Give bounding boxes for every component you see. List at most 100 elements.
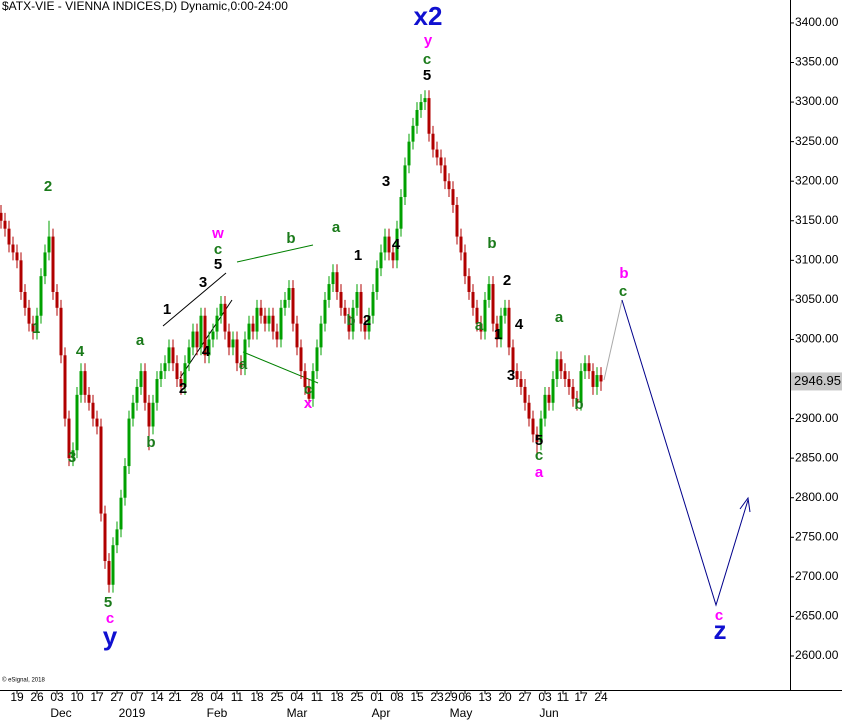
wave-label: b — [346, 312, 355, 329]
x-tick-label: 17 — [574, 690, 588, 704]
copyright: © eSignal, 2018 — [2, 677, 45, 684]
candle-body — [131, 402, 135, 419]
wave-label: 1 — [354, 247, 362, 264]
x-tick-label: 18 — [330, 690, 344, 704]
wave-label: c — [214, 241, 222, 258]
wedge-line — [162, 272, 227, 327]
candle-body — [399, 197, 403, 229]
candle-body — [391, 252, 395, 261]
candle-body — [323, 299, 327, 324]
candle-body — [439, 157, 443, 166]
candle-body — [199, 315, 203, 348]
wave-label: b — [487, 235, 496, 252]
x-tick-label: 03 — [50, 690, 64, 704]
y-tick-label: 3300.00 — [795, 94, 839, 108]
candle-body — [127, 418, 131, 467]
candle-body — [519, 379, 523, 387]
candle-body — [571, 386, 575, 399]
candle-body — [575, 398, 579, 403]
candle-body — [467, 276, 471, 292]
candle-body — [591, 371, 595, 387]
candle-body — [435, 149, 439, 158]
candle-body — [207, 339, 211, 356]
candle-body — [307, 386, 311, 399]
candle-body — [431, 133, 435, 150]
candle-body — [567, 379, 571, 387]
candle-body — [111, 545, 115, 585]
candle-body — [447, 181, 451, 190]
wave-label: 2 — [179, 380, 187, 397]
candle-body — [291, 288, 295, 324]
candle-body — [219, 303, 223, 316]
x-tick-label: 20 — [498, 690, 512, 704]
candle-body — [63, 355, 67, 419]
candle-body — [451, 189, 455, 205]
wave-label: a — [535, 464, 544, 481]
x-tick-label: 29 — [444, 690, 458, 704]
candle-body — [139, 371, 143, 387]
candle-body — [507, 307, 511, 348]
candle-body — [407, 141, 411, 166]
projection-line — [603, 299, 623, 381]
x-tick-label: 08 — [390, 690, 404, 704]
candle-body — [175, 363, 179, 380]
x-tick-label: 06 — [458, 690, 472, 704]
month-label: May — [450, 706, 473, 720]
wave-label: z — [714, 615, 727, 645]
candle-body — [387, 236, 391, 253]
candle-body — [87, 394, 91, 403]
candle-body — [415, 109, 419, 126]
candle-body — [287, 288, 291, 300]
x-tick-label: 27 — [518, 690, 532, 704]
projection-path — [621, 299, 749, 607]
candle-body — [547, 394, 551, 403]
y-tick-label: 3000.00 — [795, 332, 839, 346]
candle-body — [535, 434, 539, 443]
candle-body — [47, 236, 51, 253]
candle-body — [487, 284, 491, 300]
candle-body — [255, 307, 259, 332]
triangle-line — [236, 244, 314, 263]
x-tick-label: 21 — [168, 690, 182, 704]
wave-label: a — [332, 219, 341, 236]
wave-label: b — [574, 396, 583, 413]
wave-label: b — [286, 230, 295, 247]
y-tick-label: 3350.00 — [795, 55, 839, 69]
wave-label: x — [304, 395, 313, 412]
candle-body — [135, 386, 139, 403]
candle-body — [419, 102, 423, 110]
candle-body — [395, 228, 399, 261]
y-tick-label: 2900.00 — [795, 411, 839, 425]
candle-body — [211, 331, 215, 340]
candle-body — [311, 371, 315, 399]
wave-label: a — [475, 317, 484, 334]
candle-body — [375, 268, 379, 292]
candle-body — [183, 363, 187, 387]
candle-body — [523, 386, 527, 403]
candle-body — [531, 418, 535, 435]
wave-label: c — [715, 607, 723, 624]
candle-body — [179, 379, 183, 387]
candle-body — [35, 315, 39, 332]
y-tick-label: 2800.00 — [795, 490, 839, 504]
candle-body — [263, 315, 267, 324]
wave-label: 3 — [507, 367, 515, 384]
candle-body — [155, 379, 159, 403]
candle-body — [55, 291, 59, 308]
candle-body — [583, 363, 587, 372]
candle-body — [123, 466, 127, 498]
chart-title: $ATX-VIE - VIENNA INDICES,D) Dynamic,0:0… — [2, 0, 288, 13]
candle-body — [379, 252, 383, 269]
candle-body — [279, 307, 283, 340]
month-label: Mar — [287, 706, 308, 720]
wave-label: a — [239, 356, 248, 373]
candle-body — [559, 359, 563, 372]
x-tick-label: 26 — [30, 690, 44, 704]
candle-body — [527, 402, 531, 419]
candle-body — [195, 331, 199, 348]
x-tick-label: 03 — [538, 690, 552, 704]
wave-label: y — [424, 32, 433, 49]
wave-label: a — [136, 332, 145, 349]
wave-label: y — [103, 621, 118, 651]
